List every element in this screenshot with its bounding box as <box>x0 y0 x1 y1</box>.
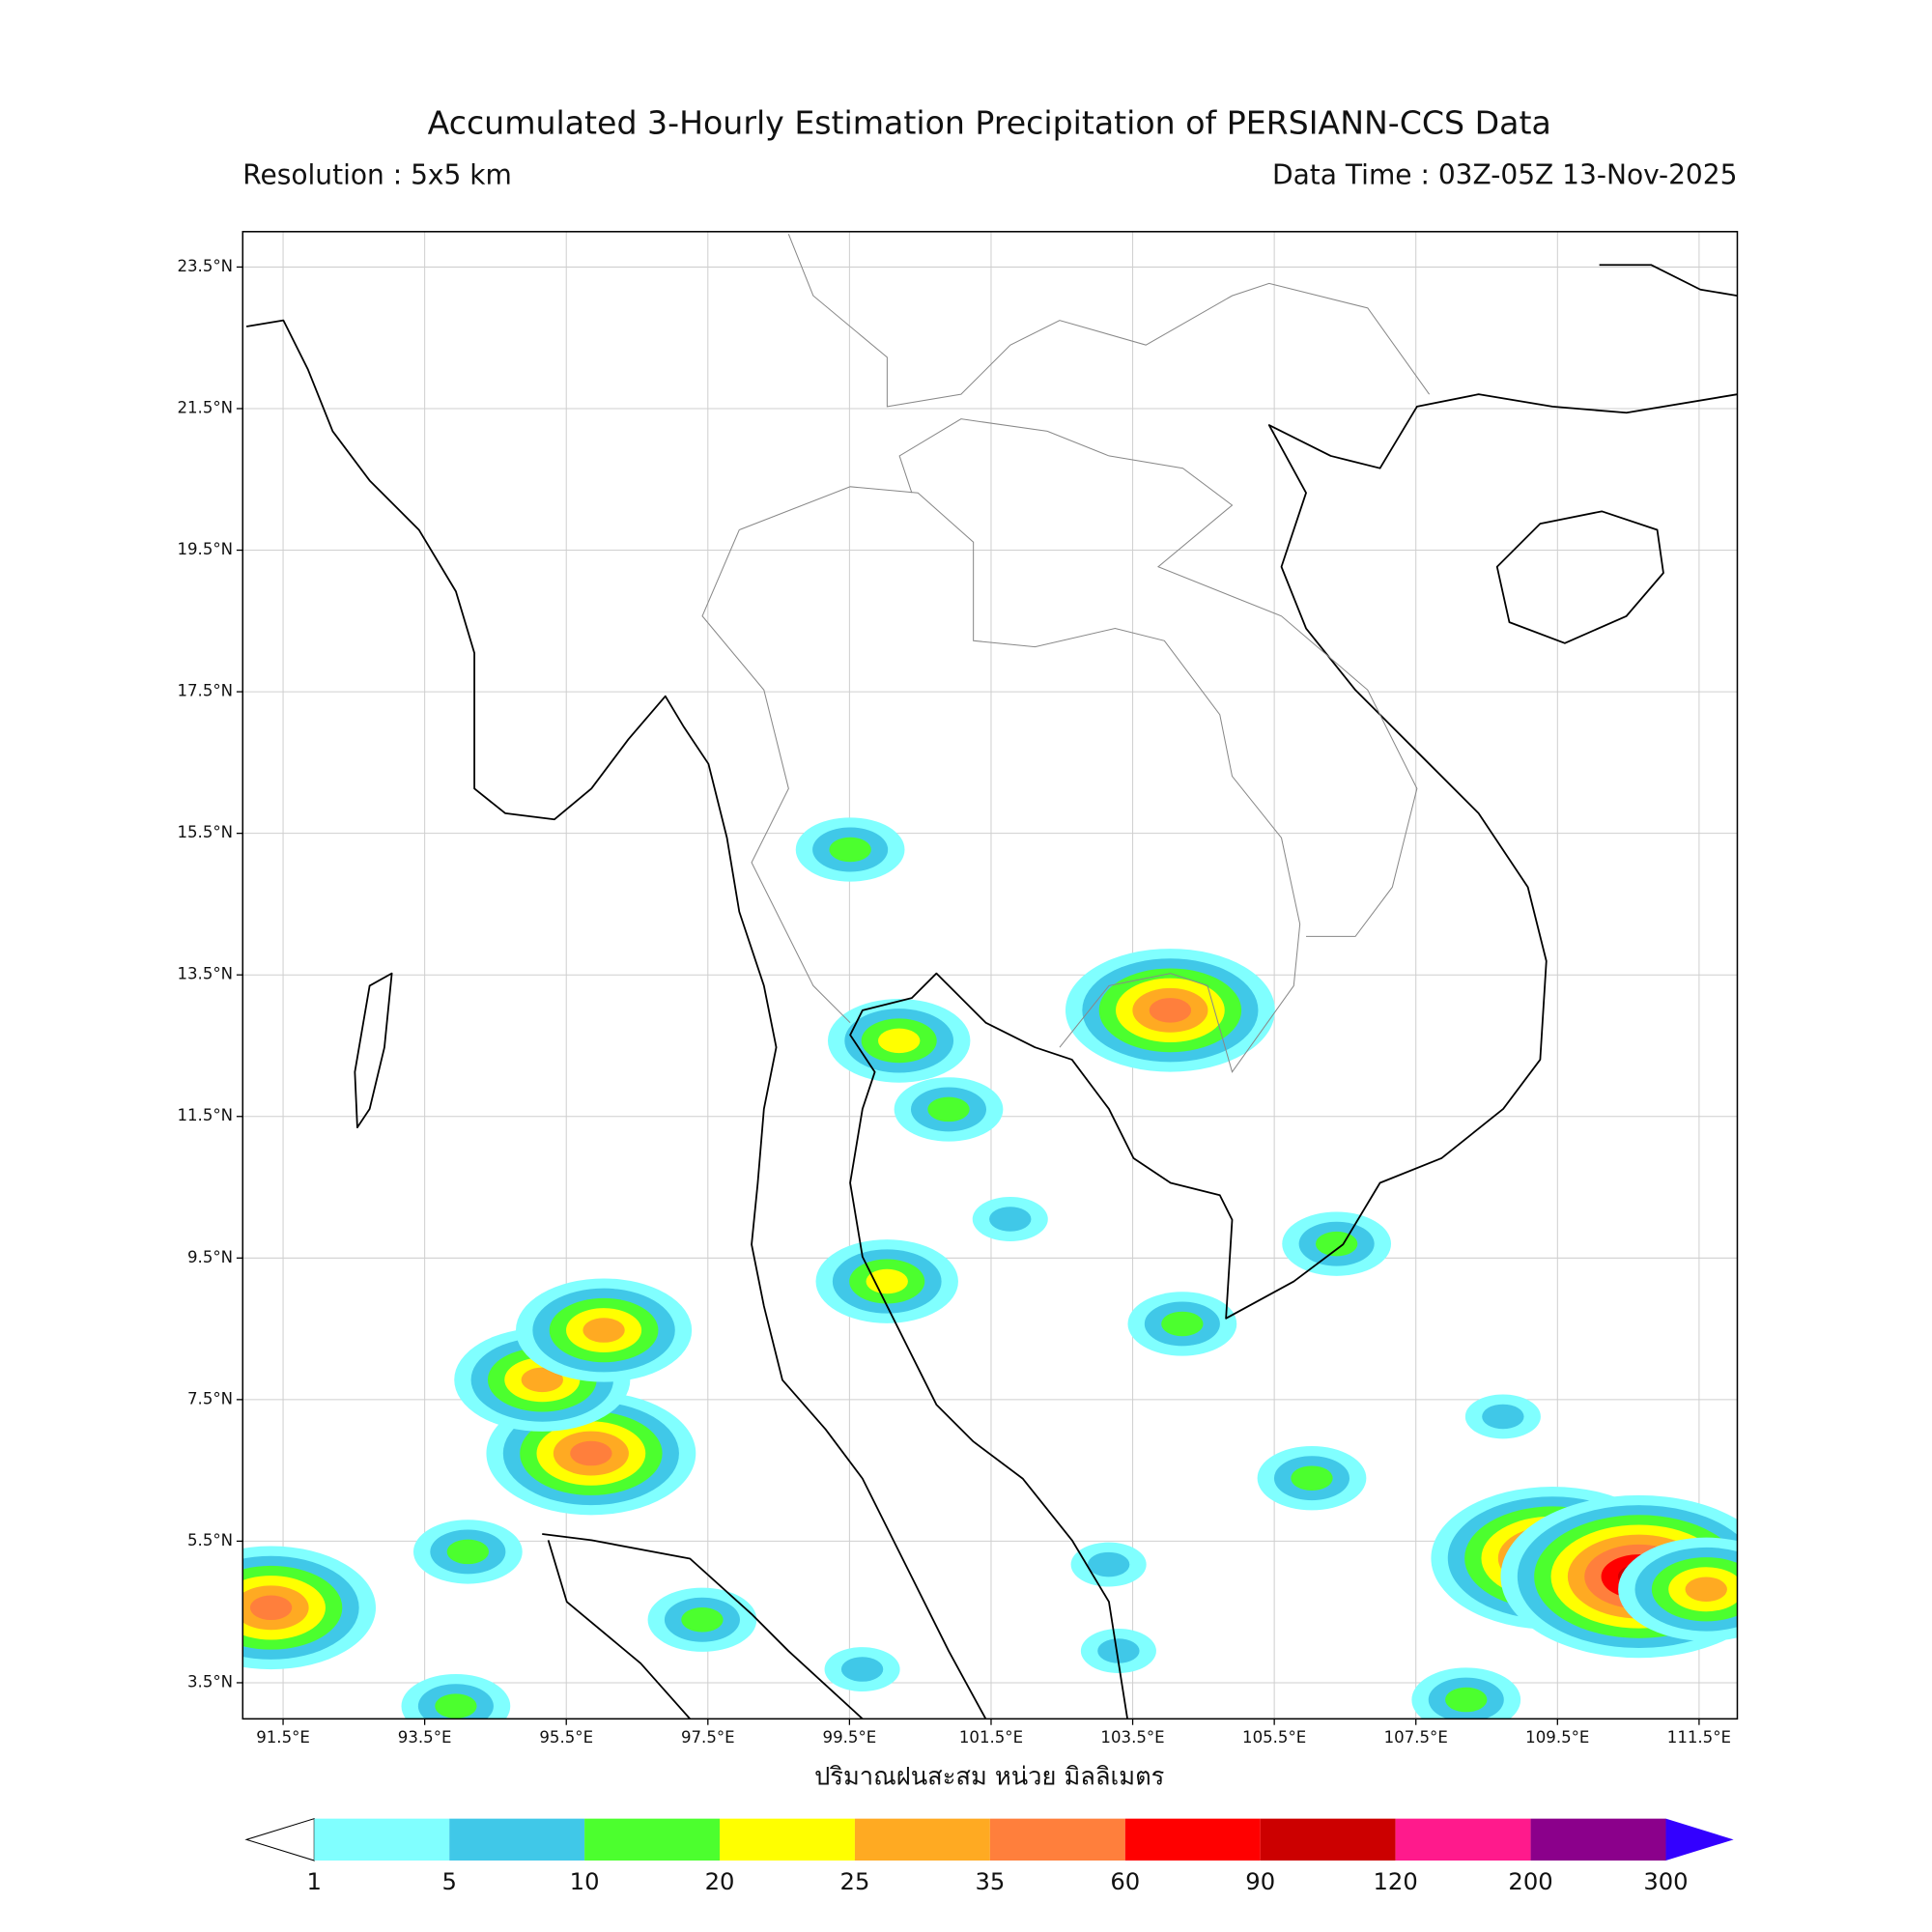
rain-cell <box>989 1207 1032 1232</box>
resolution: Resolution : 5x5 km <box>242 158 512 190</box>
border <box>739 486 1301 1073</box>
colorbar-swatch <box>989 1818 1125 1861</box>
x-tick-label: 111.5°E <box>1667 1728 1731 1747</box>
colorbar-swatch <box>1395 1818 1531 1861</box>
rain-cell <box>829 837 871 863</box>
rain-cell <box>570 1440 612 1466</box>
x-tick-label: 103.5°E <box>1100 1728 1164 1747</box>
colorbar-label: 90 <box>1245 1868 1275 1895</box>
x-tick-label: 101.5°E <box>959 1728 1023 1747</box>
colorbar: 1 5 10 20 25 35 60 90 120 200 300 <box>244 1817 1734 1895</box>
colorbar-swatch <box>854 1818 990 1861</box>
colorbar-label: 10 <box>570 1868 600 1895</box>
y-tick-label: 9.5°N <box>187 1248 233 1266</box>
y-tick-label: 7.5°N <box>187 1389 233 1407</box>
y-tick-label: 21.5°N <box>177 398 233 416</box>
x-tick-label: 107.5°E <box>1384 1728 1448 1747</box>
coastline <box>542 1533 864 1719</box>
precipitation <box>242 817 1738 1719</box>
x-tick-label: 109.5°E <box>1525 1728 1589 1747</box>
rain-cell <box>1445 1687 1488 1713</box>
rain-cell <box>521 1367 563 1393</box>
colorbar-swatch <box>584 1818 721 1861</box>
rain-cell <box>1149 998 1192 1023</box>
rain-cell <box>1291 1465 1333 1491</box>
colorbar-label: 25 <box>840 1868 870 1895</box>
border <box>787 234 1431 408</box>
rain-cell <box>866 1268 908 1294</box>
x-tick-label: 105.5°E <box>1242 1728 1306 1747</box>
coastline <box>547 1540 691 1719</box>
island <box>354 972 393 1128</box>
axes: 91.5°E 93.5°E 95.5°E 97.5°E 99.5°E 101.5°E 103… <box>177 257 1731 1747</box>
title: Accumulated 3-Hourly Estimation Precipit… <box>428 103 1551 141</box>
coastline <box>245 319 987 1719</box>
colorbar-label: 5 <box>441 1868 456 1895</box>
rain-cell <box>582 1318 625 1343</box>
coastline <box>1599 264 1738 298</box>
colorbar-label: 35 <box>975 1868 1005 1895</box>
y-tick-label: 11.5°N <box>177 1106 233 1124</box>
rain-cell <box>446 1539 490 1565</box>
border <box>701 529 851 1024</box>
colorbar-label: 1 <box>307 1868 322 1895</box>
y-tick-label: 5.5°N <box>187 1531 233 1549</box>
rain-cell <box>1482 1404 1524 1430</box>
colorbar-label: 200 <box>1508 1868 1552 1895</box>
y-tick-label: 19.5°N <box>177 540 233 558</box>
colorbar-swatch <box>1530 1818 1666 1861</box>
coastlines <box>245 234 1738 1719</box>
x-tick-label: 91.5°E <box>256 1728 310 1747</box>
rain-cell <box>435 1693 477 1719</box>
rain-cell <box>1685 1577 1727 1602</box>
colorbar-swatch <box>1124 1818 1261 1861</box>
rain-cell <box>1097 1638 1140 1663</box>
colorbar-label: 60 <box>1110 1868 1140 1895</box>
border <box>898 418 1418 937</box>
y-tick-label: 17.5°N <box>177 682 233 700</box>
y-tick-label: 23.5°N <box>177 257 233 275</box>
colorbar-swatch <box>314 1818 450 1861</box>
x-tick-label: 99.5°E <box>823 1728 877 1747</box>
rain-cell <box>1315 1231 1358 1257</box>
colorbar-label: 20 <box>705 1868 735 1895</box>
x-axis-label: ปริมาณฝนสะสม หน่วย มิลลิเมตร <box>814 1763 1164 1792</box>
x-tick-label: 97.5°E <box>681 1728 735 1747</box>
x-tick-label: 93.5°E <box>398 1728 452 1747</box>
rain-cell <box>840 1657 884 1682</box>
rain-cell <box>1087 1551 1130 1577</box>
island <box>1495 510 1664 644</box>
coastline <box>849 393 1738 1719</box>
colorbar-swatch <box>449 1818 585 1861</box>
x-tick-label: 95.5°E <box>539 1728 593 1747</box>
colorbar-label: 300 <box>1643 1868 1688 1895</box>
colorbar-under <box>244 1817 315 1861</box>
rain-cell <box>249 1595 293 1621</box>
rain-cell <box>1161 1311 1204 1337</box>
y-tick-label: 15.5°N <box>177 823 233 841</box>
rain-cell <box>878 1028 921 1054</box>
data-time: Data Time : 03Z-05Z 13-Nov-2025 <box>1272 158 1737 190</box>
colorbar-over <box>1665 1818 1734 1861</box>
rain-cell <box>927 1096 970 1122</box>
colorbar-swatch <box>720 1818 855 1861</box>
y-tick-label: 3.5°N <box>187 1672 233 1690</box>
colorbar-swatch <box>1260 1818 1396 1861</box>
y-tick-label: 13.5°N <box>177 965 233 983</box>
rain-cell <box>681 1606 724 1633</box>
colorbar-label: 120 <box>1374 1868 1418 1895</box>
